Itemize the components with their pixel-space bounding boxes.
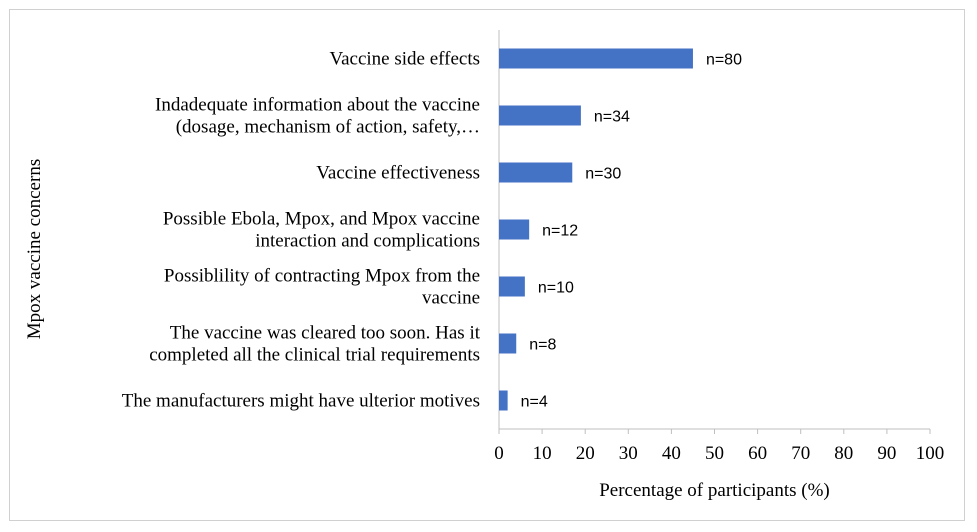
bar	[499, 276, 525, 297]
data-label: n=10	[538, 280, 574, 297]
bar	[499, 48, 693, 69]
bar	[499, 105, 581, 126]
category-label: Possiblility of contracting Mpox from th…	[164, 266, 480, 287]
data-label: n=30	[585, 166, 621, 183]
x-tick-label: 50	[705, 443, 724, 464]
category-label: vaccine	[422, 288, 480, 309]
category-label: (dosage, mechanism of action, safety,…	[176, 117, 480, 138]
category-label: The manufacturers might have ulterior mo…	[122, 391, 480, 412]
x-tick-label: 30	[619, 443, 638, 464]
bar	[499, 162, 573, 183]
data-label: n=4	[521, 394, 548, 411]
category-label: interaction and complications	[255, 231, 480, 252]
bar	[499, 219, 530, 240]
category-label: Vaccine effectiveness	[316, 163, 480, 184]
data-label: n=80	[706, 52, 742, 69]
x-tick-label: 10	[533, 443, 552, 464]
x-tick-label: 80	[834, 443, 853, 464]
x-tick-label: 0	[494, 443, 504, 464]
x-axis-title: Percentage of participants (%)	[599, 480, 830, 501]
x-tick-label: 100	[916, 443, 945, 464]
x-tick-label: 20	[576, 443, 595, 464]
x-tick-label: 60	[748, 443, 767, 464]
x-tick-label: 90	[877, 443, 896, 464]
bar	[499, 333, 517, 354]
category-label: completed all the clinical trial require…	[149, 345, 480, 366]
chart-frame	[9, 9, 965, 521]
category-label: The vaccine was cleared too soon. Has it	[170, 323, 481, 344]
data-label: n=8	[529, 337, 556, 354]
x-tick-label: 40	[662, 443, 681, 464]
category-label: Indadequate information about the vaccin…	[155, 95, 480, 116]
x-tick-label: 70	[791, 443, 810, 464]
category-label: Vaccine side effects	[329, 49, 480, 70]
bar	[499, 390, 508, 411]
data-label: n=12	[542, 223, 578, 240]
data-label: n=34	[594, 109, 630, 126]
y-axis-title: Mpox vaccine concerns	[24, 159, 45, 339]
category-label: Possible Ebola, Mpox, and Mpox vaccine	[163, 209, 480, 230]
